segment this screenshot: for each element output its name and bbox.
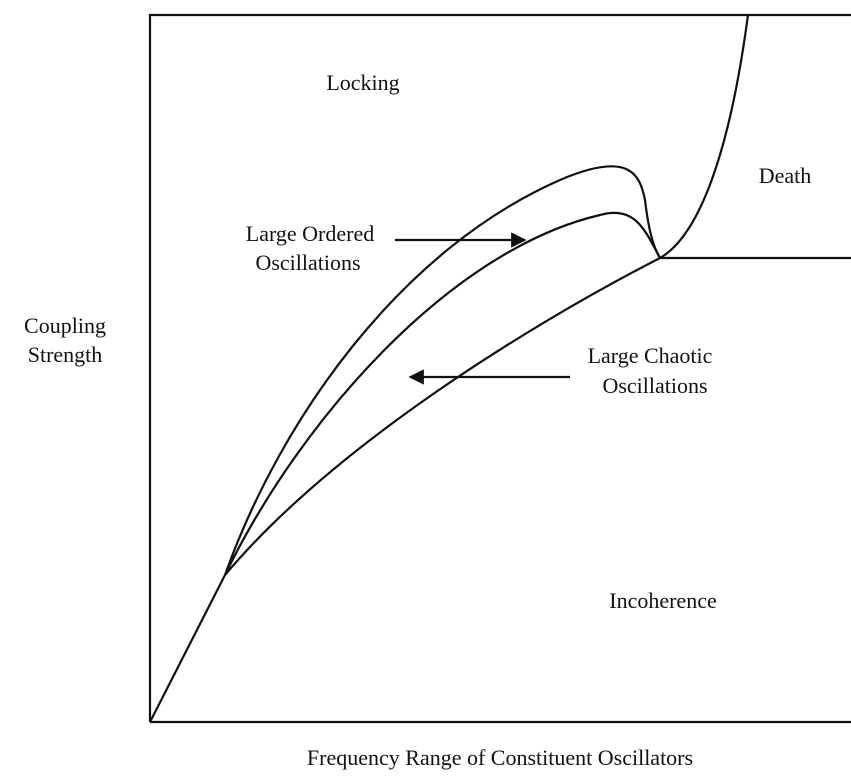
region-label: Incoherence xyxy=(609,588,716,613)
region-label: Oscillations xyxy=(602,373,707,398)
region-label: Oscillations xyxy=(255,250,360,275)
ordered-boundary xyxy=(223,165,661,576)
y-axis-label: Strength xyxy=(28,342,103,367)
y-axis-label: Coupling xyxy=(24,313,106,338)
incoherence-boundary xyxy=(149,257,661,723)
frame xyxy=(148,13,851,724)
death-boundary xyxy=(659,14,750,259)
x-axis-label: Frequency Range of Constituent Oscillato… xyxy=(307,745,693,770)
chaotic-boundary xyxy=(224,211,661,576)
region-label: Locking xyxy=(326,70,399,95)
region-label: Large Chaotic xyxy=(588,343,713,368)
region-label: Large Ordered xyxy=(246,221,374,246)
region-label: Death xyxy=(759,163,812,188)
